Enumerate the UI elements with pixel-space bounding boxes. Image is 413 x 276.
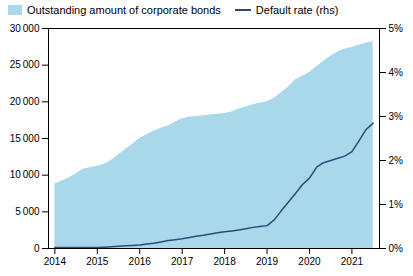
svg-text:20 000: 20 000 [10, 96, 40, 107]
svg-text:2014: 2014 [44, 256, 67, 267]
html-text:Default rate (rhs): Default rate (rhs) [255, 4, 339, 16]
svg-text:15 000: 15 000 [10, 133, 40, 144]
svg-text:3%: 3% [389, 111, 404, 122]
svg-text:30 000: 30 000 [10, 23, 40, 34]
svg-text:2016: 2016 [129, 256, 152, 267]
svg-text:1%: 1% [389, 199, 404, 210]
svg-text:2%: 2% [389, 155, 404, 166]
svg-text:4%: 4% [389, 67, 404, 78]
svg-text:5 000: 5 000 [15, 206, 40, 217]
svg-text:2017: 2017 [171, 256, 194, 267]
svg-text:0: 0 [34, 243, 40, 254]
svg-text:25 000: 25 000 [10, 59, 40, 70]
svg-text:0%: 0% [389, 243, 404, 254]
svg-text:2019: 2019 [256, 256, 279, 267]
svg-text:2020: 2020 [298, 256, 321, 267]
svg-text:5%: 5% [389, 23, 404, 34]
svg-text:2018: 2018 [213, 256, 236, 267]
svg-text:2021: 2021 [341, 256, 364, 267]
html-text:Outstanding amount of corporat: Outstanding amount of corporate bonds [27, 4, 221, 16]
svg-text:10 000: 10 000 [10, 169, 40, 180]
svg-text:2015: 2015 [86, 256, 109, 267]
